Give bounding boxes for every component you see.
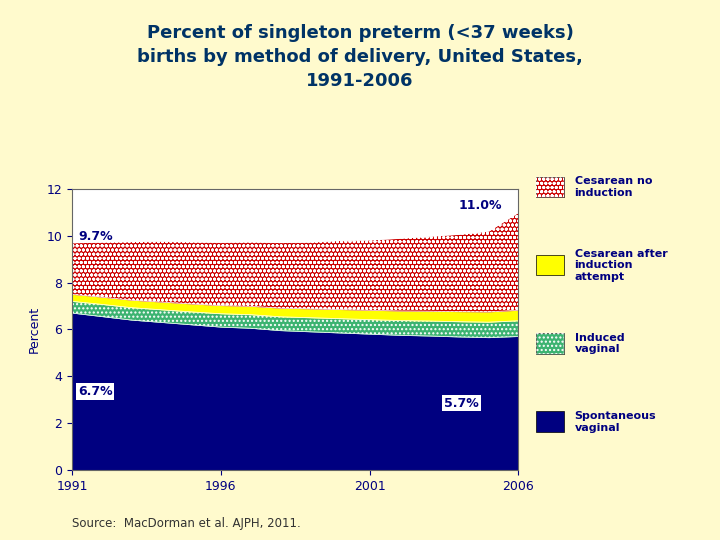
Text: 6.7%: 6.7% <box>78 385 112 398</box>
Text: Source:  MacDorman et al. AJPH, 2011.: Source: MacDorman et al. AJPH, 2011. <box>72 516 301 530</box>
Text: 9.7%: 9.7% <box>78 230 112 243</box>
Text: 5.7%: 5.7% <box>444 396 479 410</box>
Text: Cesarean after
induction
attempt: Cesarean after induction attempt <box>575 248 667 282</box>
Text: Induced
vaginal: Induced vaginal <box>575 333 624 354</box>
Text: Percent of singleton preterm (<37 weeks)
births by method of delivery, United St: Percent of singleton preterm (<37 weeks)… <box>137 24 583 90</box>
Y-axis label: Percent: Percent <box>28 306 41 353</box>
Text: Spontaneous
vaginal: Spontaneous vaginal <box>575 411 656 433</box>
Text: Cesarean no
induction: Cesarean no induction <box>575 176 652 198</box>
Text: 11.0%: 11.0% <box>459 199 503 212</box>
